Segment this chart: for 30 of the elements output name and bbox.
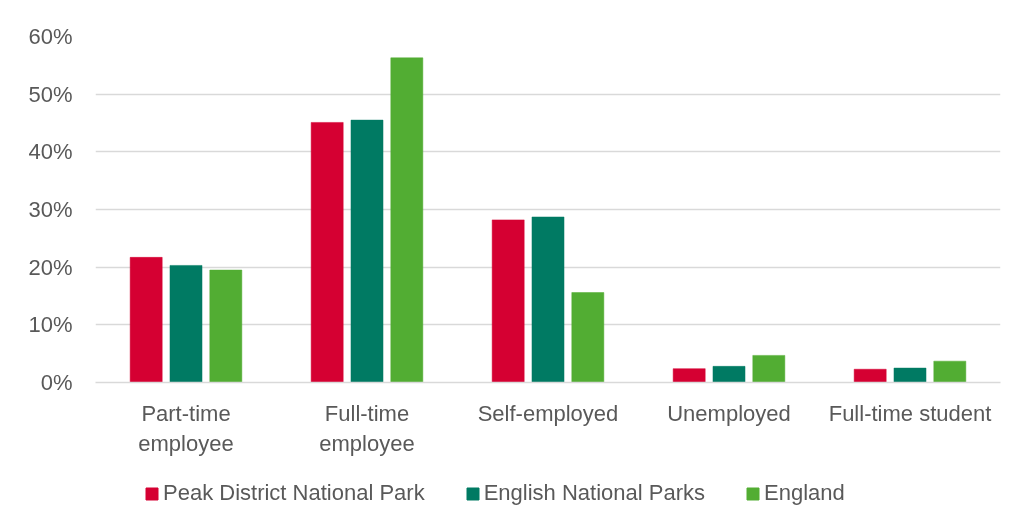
bar bbox=[390, 57, 424, 383]
bar bbox=[571, 292, 605, 383]
bar bbox=[672, 368, 706, 383]
bar bbox=[129, 257, 163, 383]
y-tick-label: 0% bbox=[40, 370, 73, 395]
bar bbox=[893, 367, 927, 383]
y-tick-label: 60% bbox=[28, 24, 73, 49]
y-tick-label: 40% bbox=[28, 139, 73, 165]
y-tick-label: 30% bbox=[28, 197, 73, 222]
y-tick-label: 50% bbox=[28, 81, 73, 107]
bar bbox=[933, 360, 967, 383]
bar bbox=[531, 216, 565, 383]
x-tick-label: Full-time employee bbox=[319, 400, 415, 456]
bar bbox=[712, 366, 746, 383]
bar bbox=[853, 368, 887, 383]
legend-label: Peak District National Park bbox=[163, 480, 425, 506]
bar bbox=[350, 119, 384, 383]
bar bbox=[310, 122, 344, 383]
legend-label: English National Parks bbox=[483, 480, 705, 506]
x-tick-label: Part-time employee bbox=[138, 400, 234, 456]
x-tick-label: Full-time student bbox=[828, 400, 992, 426]
bar bbox=[209, 269, 243, 383]
legend-label: England bbox=[764, 480, 845, 506]
x-tick-label: Self-employed bbox=[477, 400, 619, 426]
x-tick-label: Unemployed bbox=[667, 400, 791, 426]
bar bbox=[169, 265, 203, 383]
y-tick-label: 20% bbox=[28, 254, 73, 280]
bar bbox=[491, 219, 525, 383]
bar bbox=[752, 355, 786, 383]
y-tick-label: 10% bbox=[28, 312, 73, 338]
